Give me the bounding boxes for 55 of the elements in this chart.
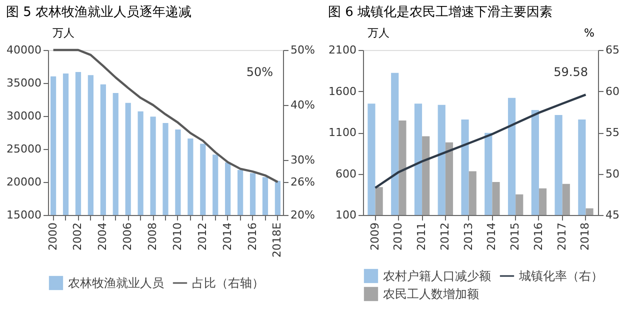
- x-tick-label: 2018: [578, 222, 592, 250]
- chart-title: 图 6 城镇化是农民工增速下滑主要因素: [328, 4, 553, 20]
- line-series: [52, 48, 279, 184]
- x-tick-label: 2012: [438, 222, 452, 250]
- legend-label: 城镇化率（右）: [518, 269, 603, 283]
- x-tick-label: 2014: [485, 222, 498, 250]
- y2-tick-label: 45: [606, 208, 620, 222]
- y-tick-label: 25000: [6, 142, 42, 156]
- y2-tick-label: 26%: [290, 176, 315, 188]
- y2-tick-label: 50: [606, 167, 620, 180]
- annotation: 59.58: [554, 65, 588, 79]
- x-tick-label: 2018E: [270, 222, 284, 258]
- x-tick-label: 2006: [121, 222, 134, 250]
- y2-tick-label: 50%: [290, 44, 315, 56]
- legend-label: 农村户籍人口减少额: [383, 269, 491, 283]
- legend-label: 占比（右轴）: [192, 276, 264, 290]
- y-tick-label: 1100: [328, 126, 356, 139]
- x-tick-label: 2016: [246, 222, 259, 250]
- x-tick-label: 2010: [392, 222, 405, 250]
- x-tick-label: 2010: [170, 222, 184, 250]
- y-tick-label: 100: [336, 208, 356, 222]
- x-tick-label: 2000: [46, 222, 60, 250]
- x-tick-label: 2015: [508, 222, 522, 250]
- y2-tick-label: 55: [606, 126, 620, 139]
- y2-tick-label: 40%: [290, 98, 315, 112]
- x-tick-label: 2016: [532, 222, 545, 250]
- chart-title: 图 5 农林牧渔就业人员逐年递减: [6, 5, 192, 20]
- x-tick-label: 2017: [555, 222, 568, 250]
- y-tick-label: 20000: [6, 176, 42, 188]
- y2-tick-label: 60: [606, 84, 620, 98]
- y2-tick-label: 20%: [290, 208, 315, 222]
- y-axis-title: 万人: [368, 26, 390, 40]
- x-tick-label: 2002: [71, 222, 84, 250]
- legend-label: 农民工人数增加额: [383, 287, 479, 301]
- y-tick-label: 30000: [6, 110, 42, 122]
- x-tick-label: 2011: [415, 222, 428, 250]
- x-tick-label: 2013: [462, 222, 475, 250]
- x-tick-label: 2012: [196, 222, 209, 250]
- line-series: [374, 94, 587, 189]
- legend-label: 农林牧渔就业人员: [68, 276, 164, 290]
- y-tick-label: 15000: [6, 208, 42, 222]
- y2-tick-label: 65: [606, 44, 620, 56]
- y-tick-label: 2100: [328, 44, 356, 56]
- x-tick-label: 2004: [96, 222, 110, 250]
- y-tick-label: 600: [336, 167, 356, 180]
- y2-tick-label: 30%: [290, 154, 315, 166]
- y-tick-label: 35000: [6, 76, 42, 90]
- y-axis-title: 万人: [52, 26, 74, 40]
- y2-axis-title: %: [584, 26, 594, 40]
- x-tick-label: 2009: [368, 222, 382, 250]
- y-tick-label: 1600: [328, 84, 356, 98]
- x-tick-label: 2014: [220, 222, 234, 250]
- annotation: 50%: [246, 65, 273, 79]
- x-tick-label: 2008: [146, 222, 160, 250]
- y-tick-label: 40000: [6, 44, 42, 56]
